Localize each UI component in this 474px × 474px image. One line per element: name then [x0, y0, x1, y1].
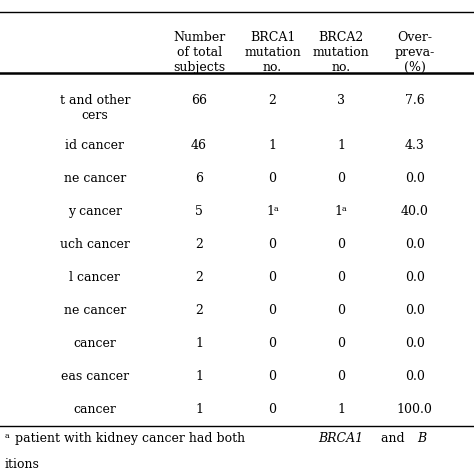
- Text: 40.0: 40.0: [401, 205, 428, 218]
- Text: 0: 0: [337, 337, 345, 350]
- Text: 0: 0: [269, 172, 276, 185]
- Text: 0: 0: [337, 304, 345, 317]
- Text: 0.0: 0.0: [405, 370, 425, 383]
- Text: ne cancer: ne cancer: [64, 304, 126, 317]
- Text: l cancer: l cancer: [69, 271, 120, 284]
- Text: 3: 3: [337, 94, 345, 107]
- Text: ᵃ: ᵃ: [5, 432, 9, 445]
- Text: t and other
cers: t and other cers: [60, 94, 130, 122]
- Text: eas cancer: eas cancer: [61, 370, 129, 383]
- Text: 0: 0: [269, 238, 276, 251]
- Text: 0: 0: [269, 304, 276, 317]
- Text: uch cancer: uch cancer: [60, 238, 130, 251]
- Text: 0: 0: [269, 337, 276, 350]
- Text: 66: 66: [191, 94, 207, 107]
- Text: 5: 5: [195, 205, 203, 218]
- Text: 1ᵃ: 1ᵃ: [266, 205, 279, 218]
- Text: 0: 0: [269, 402, 276, 416]
- Text: y cancer: y cancer: [68, 205, 122, 218]
- Text: 0.0: 0.0: [405, 337, 425, 350]
- Text: 1: 1: [269, 139, 276, 152]
- Text: BRCA1
mutation
no.: BRCA1 mutation no.: [244, 31, 301, 73]
- Text: 1: 1: [337, 402, 345, 416]
- Text: 1: 1: [195, 402, 203, 416]
- Text: 0.0: 0.0: [405, 271, 425, 284]
- Text: ne cancer: ne cancer: [64, 172, 126, 185]
- Text: 0: 0: [337, 238, 345, 251]
- Text: 0: 0: [269, 370, 276, 383]
- Text: patient with kidney cancer had both: patient with kidney cancer had both: [11, 432, 249, 445]
- Text: 2: 2: [269, 94, 276, 107]
- Text: 0: 0: [337, 370, 345, 383]
- Text: cancer: cancer: [73, 337, 116, 350]
- Text: Number
of total
subjects: Number of total subjects: [173, 31, 225, 73]
- Text: BRCA1: BRCA1: [318, 432, 364, 445]
- Text: 0: 0: [337, 172, 345, 185]
- Text: 0: 0: [269, 271, 276, 284]
- Text: 46: 46: [191, 139, 207, 152]
- Text: 4.3: 4.3: [405, 139, 425, 152]
- Text: 6: 6: [195, 172, 203, 185]
- Text: cancer: cancer: [73, 402, 116, 416]
- Text: 2: 2: [195, 304, 203, 317]
- Text: 0.0: 0.0: [405, 172, 425, 185]
- Text: Over-
preva-
(%): Over- preva- (%): [395, 31, 435, 73]
- Text: 2: 2: [195, 238, 203, 251]
- Text: 100.0: 100.0: [397, 402, 433, 416]
- Text: 0.0: 0.0: [405, 238, 425, 251]
- Text: 1ᵃ: 1ᵃ: [335, 205, 348, 218]
- Text: 7.6: 7.6: [405, 94, 425, 107]
- Text: itions: itions: [5, 458, 40, 471]
- Text: BRCA2
mutation
no.: BRCA2 mutation no.: [313, 31, 370, 73]
- Text: id cancer: id cancer: [65, 139, 124, 152]
- Text: 2: 2: [195, 271, 203, 284]
- Text: 1: 1: [195, 370, 203, 383]
- Text: and: and: [376, 432, 408, 445]
- Text: 1: 1: [337, 139, 345, 152]
- Text: 1: 1: [195, 337, 203, 350]
- Text: B: B: [417, 432, 427, 445]
- Text: 0.0: 0.0: [405, 304, 425, 317]
- Text: 0: 0: [337, 271, 345, 284]
